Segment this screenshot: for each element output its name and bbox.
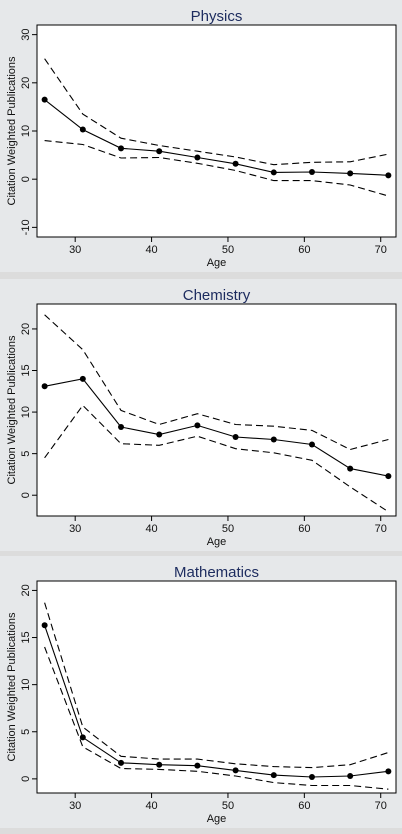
data-point	[385, 473, 392, 480]
data-point	[79, 375, 86, 382]
chemistry-panel: Chemistry 30 40 50 60 70 0 5 10 15 20 Age Citation W…	[0, 279, 402, 551]
x-tick-label: 70	[375, 244, 387, 256]
estimate-line	[44, 99, 389, 176]
data-point	[156, 148, 163, 155]
y-axis-title: Citation Weighted Publications	[6, 612, 18, 761]
y-tick-label: 20	[20, 323, 32, 335]
chart-title: Mathematics	[174, 564, 259, 581]
chart-title: Physics	[191, 8, 243, 25]
physics-panel: Physics 30 40 50 60 70 -10 0 10 20 30 Age Citation W…	[0, 0, 402, 272]
data-point	[232, 434, 239, 441]
x-tick-label: 40	[145, 523, 157, 535]
data-point	[385, 172, 392, 179]
x-tick-label: 30	[69, 244, 81, 256]
x-tick-label: 30	[69, 523, 81, 535]
y-tick-label: 0	[20, 492, 32, 498]
y-tick-label: 10	[20, 125, 32, 137]
data-point	[156, 761, 163, 768]
chart-svg: Mathematics 30 40 50 60 70 0 5 10 15 20 Age Citation…	[6, 564, 397, 825]
data-point	[347, 465, 354, 472]
data-point	[118, 759, 125, 766]
y-tick-label: 5	[20, 451, 32, 457]
y-tick-label: 15	[20, 364, 32, 376]
y-tick-label: 0	[20, 176, 32, 182]
estimate-line	[44, 625, 389, 778]
data-point	[41, 622, 48, 629]
data-point	[41, 383, 48, 390]
confidence-band-line	[44, 58, 389, 166]
y-axis-title: Citation Weighted Publications	[6, 335, 18, 484]
data-point	[79, 734, 86, 741]
x-tick-label: 40	[145, 800, 157, 812]
y-tick-label: 15	[20, 631, 32, 643]
x-tick-label: 50	[222, 523, 234, 535]
plot-area	[36, 303, 397, 517]
data-point	[385, 768, 392, 775]
data-point	[194, 762, 201, 769]
data-point	[347, 773, 354, 780]
data-point	[270, 436, 277, 443]
y-tick-label: -10	[20, 219, 32, 235]
y-axis-title: Citation Weighted Publications	[6, 56, 18, 205]
chart-svg: Chemistry 30 40 50 60 70 0 5 10 15 20 Age Citation W…	[6, 287, 397, 548]
chart-title: Chemistry	[183, 287, 251, 304]
data-point	[156, 431, 163, 438]
confidence-band-line	[44, 314, 389, 451]
y-tick-label: 10	[20, 679, 32, 691]
y-tick-label: 20	[20, 584, 32, 596]
x-tick-label: 70	[375, 523, 387, 535]
x-tick-label: 60	[298, 800, 310, 812]
data-point	[118, 145, 125, 152]
data-point	[232, 767, 239, 774]
x-tick-label: 40	[145, 244, 157, 256]
x-axis-title: Age	[207, 257, 227, 269]
data-point	[79, 126, 86, 133]
x-tick-label: 30	[69, 800, 81, 812]
data-point	[232, 160, 239, 167]
data-point	[194, 422, 201, 429]
data-point	[194, 154, 201, 161]
data-point	[308, 168, 315, 175]
confidence-band-line	[44, 646, 389, 790]
y-tick-label: 20	[20, 77, 32, 89]
x-axis-title: Age	[207, 536, 227, 548]
data-point	[308, 441, 315, 448]
estimate-line	[44, 378, 389, 477]
data-point	[41, 96, 48, 103]
x-tick-label: 50	[222, 800, 234, 812]
x-axis-title: Age	[207, 813, 227, 825]
plot-area	[36, 24, 397, 238]
data-point	[270, 169, 277, 176]
confidence-band-line	[44, 404, 389, 513]
confidence-band-line	[44, 602, 389, 769]
x-tick-label: 60	[298, 523, 310, 535]
plot-area	[36, 580, 397, 794]
x-tick-label: 60	[298, 244, 310, 256]
y-tick-label: 5	[20, 729, 32, 735]
confidence-band-line	[44, 140, 389, 197]
data-point	[308, 773, 315, 780]
mathematics-panel: Mathematics 30 40 50 60 70 0 5 10 15 20 Age Citation…	[0, 556, 402, 828]
y-tick-label: 10	[20, 406, 32, 418]
data-point	[270, 772, 277, 779]
x-tick-label: 70	[375, 800, 387, 812]
y-tick-label: 30	[20, 29, 32, 41]
data-point	[118, 424, 125, 431]
y-tick-label: 0	[20, 776, 32, 782]
data-point	[347, 170, 354, 177]
chart-svg: Physics 30 40 50 60 70 -10 0 10 20 30 Age Citation W…	[6, 8, 397, 269]
x-tick-label: 50	[222, 244, 234, 256]
